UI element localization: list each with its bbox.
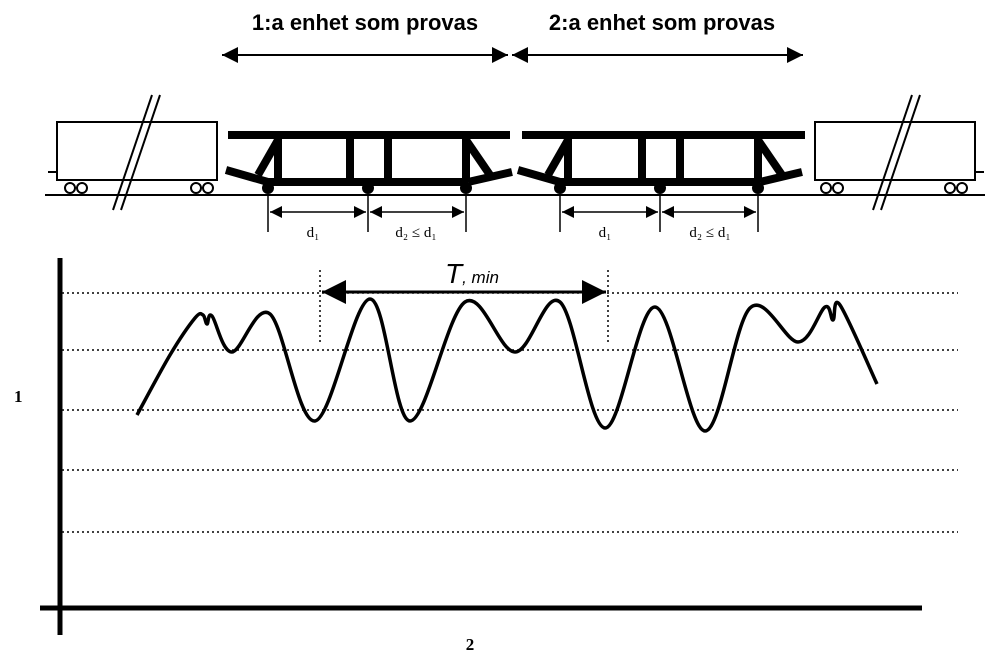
period-subscript: , min <box>462 268 499 287</box>
y-axis-label: 1 <box>14 387 23 406</box>
d2-label: d₂ ≤ d₁ <box>395 225 436 241</box>
period-symbol: T <box>445 258 464 289</box>
signal-curve <box>135 297 879 433</box>
graph: T, min 1 2 <box>14 258 958 654</box>
unit-1-title: 1:a enhet som provas <box>252 10 478 35</box>
d2-label: d₂ ≤ d₁ <box>689 225 730 241</box>
test-unit-2 <box>516 131 805 186</box>
d1-label: d₁ <box>307 225 320 241</box>
wagon-left <box>56 121 218 181</box>
dimension-lines <box>267 195 759 232</box>
headers: 1:a enhet som provas 2:a enhet som prova… <box>222 10 803 63</box>
test-unit-1 <box>224 131 513 186</box>
d1-label: d₁ <box>599 225 612 241</box>
grid <box>62 270 958 533</box>
period-label: T, min <box>445 258 499 289</box>
unit-2-title: 2:a enhet som provas <box>549 10 775 35</box>
train <box>45 94 985 232</box>
x-axis-label: 2 <box>466 635 475 654</box>
